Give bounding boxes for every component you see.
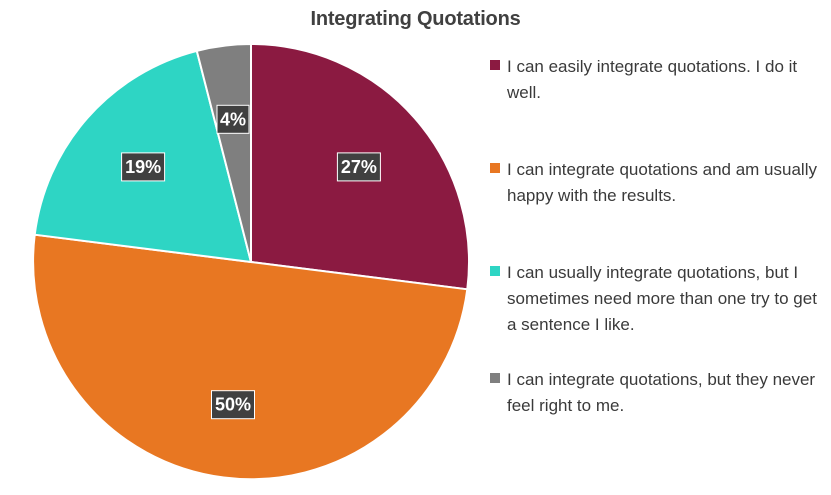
legend-item-easily: I can easily integrate quotations. I do … [490, 54, 820, 106]
data-label-text-more-than-one-try: 19% [125, 157, 161, 177]
data-label-text-never-right: 4% [220, 109, 246, 129]
legend-label-never-right: I can integrate quotations, but they nev… [507, 370, 816, 415]
data-label-box-easily [336, 152, 381, 182]
data-label-box-more-than-one-try [121, 152, 166, 182]
legend-item-usually-happy: I can integrate quotations and am usuall… [490, 157, 820, 209]
chart-title: Integrating Quotations [310, 8, 521, 30]
legend-label-more-than-one-try: I can usually integrate quotations, but … [507, 263, 817, 334]
data-label-never-right: 4% [216, 104, 250, 134]
data-label-text-usually-happy: 50% [215, 395, 251, 415]
data-label-easily: 27% [336, 152, 381, 182]
legend-item-never-right: I can integrate quotations, but they nev… [490, 367, 820, 419]
pie-slice-usually-happy [32, 233, 469, 481]
data-label-text-easily: 27% [341, 157, 377, 177]
legend-label-usually-happy: I can integrate quotations and am usuall… [507, 160, 817, 205]
data-label-box-never-right [216, 104, 250, 134]
legend-label-easily: I can easily integrate quotations. I do … [507, 57, 798, 102]
data-label-usually-happy: 50% [211, 390, 255, 420]
data-label-box-usually-happy [211, 390, 255, 420]
data-label-more-than-one-try: 19% [121, 152, 166, 182]
legend-swatch-usually-happy [490, 163, 500, 173]
pie-slice-never-right [195, 42, 252, 263]
legend-swatch-easily [490, 60, 500, 70]
legend-swatch-more-than-one-try [490, 266, 500, 276]
legend-swatch-never-right [490, 373, 500, 383]
legend-item-more-than-one-try: I can usually integrate quotations, but … [490, 260, 820, 338]
